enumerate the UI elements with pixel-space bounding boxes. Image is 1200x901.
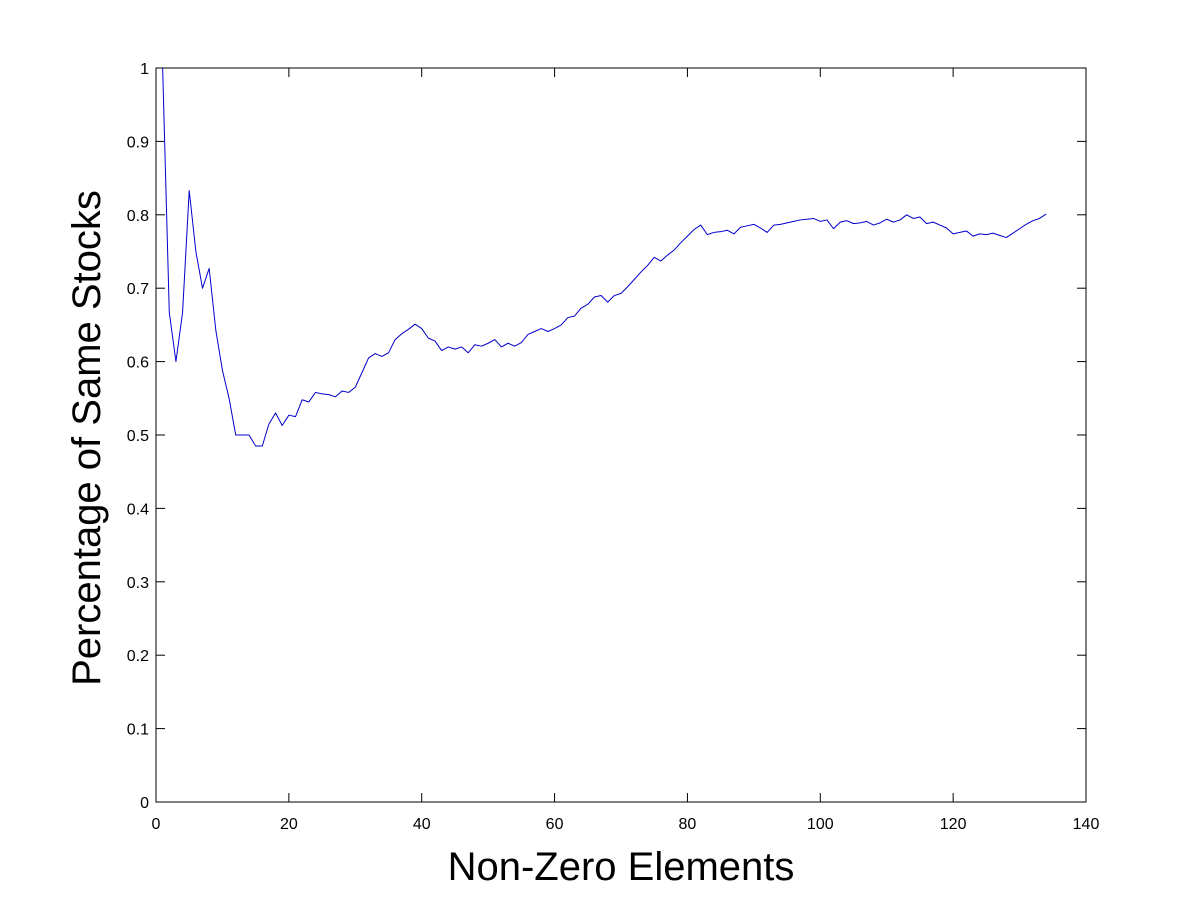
y-tick-label: 1: [140, 61, 149, 78]
y-tick-label: 0: [140, 795, 149, 812]
x-tick-label: 80: [679, 816, 697, 833]
x-tick-label: 100: [807, 816, 834, 833]
x-axis-title: Non-Zero Elements: [448, 845, 795, 889]
y-tick-label: 0.6: [127, 355, 149, 372]
y-tick-label: 0.7: [127, 281, 149, 298]
series-layer: [162, 67, 1047, 447]
x-tick-label: 20: [280, 816, 298, 833]
axis-tick-labels: 0 20 40 60 80 100 120 140 0 0.1 0.2 0.3 0.4 0.5 0.6 0.7…: [127, 61, 1100, 833]
y-tick-label: 0.3: [127, 575, 149, 592]
x-tick-label: 60: [546, 816, 564, 833]
x-tick-label: 140: [1073, 816, 1100, 833]
y-tick-label: 0.4: [127, 501, 149, 518]
series-line: [162, 67, 1047, 447]
y-tick-label: 0.5: [127, 428, 149, 445]
y-tick-label: 0.9: [127, 134, 149, 151]
y-axis-title: Percentage of Same Stocks: [65, 190, 109, 686]
x-tick-label: 120: [940, 816, 967, 833]
axis-ticks: [155, 67, 1087, 803]
x-tick-label: 40: [413, 816, 431, 833]
y-tick-label: 0.2: [127, 648, 149, 665]
y-tick-label: 0.1: [127, 722, 149, 739]
x-tick-label: 0: [152, 816, 161, 833]
y-tick-label: 0.8: [127, 208, 149, 225]
